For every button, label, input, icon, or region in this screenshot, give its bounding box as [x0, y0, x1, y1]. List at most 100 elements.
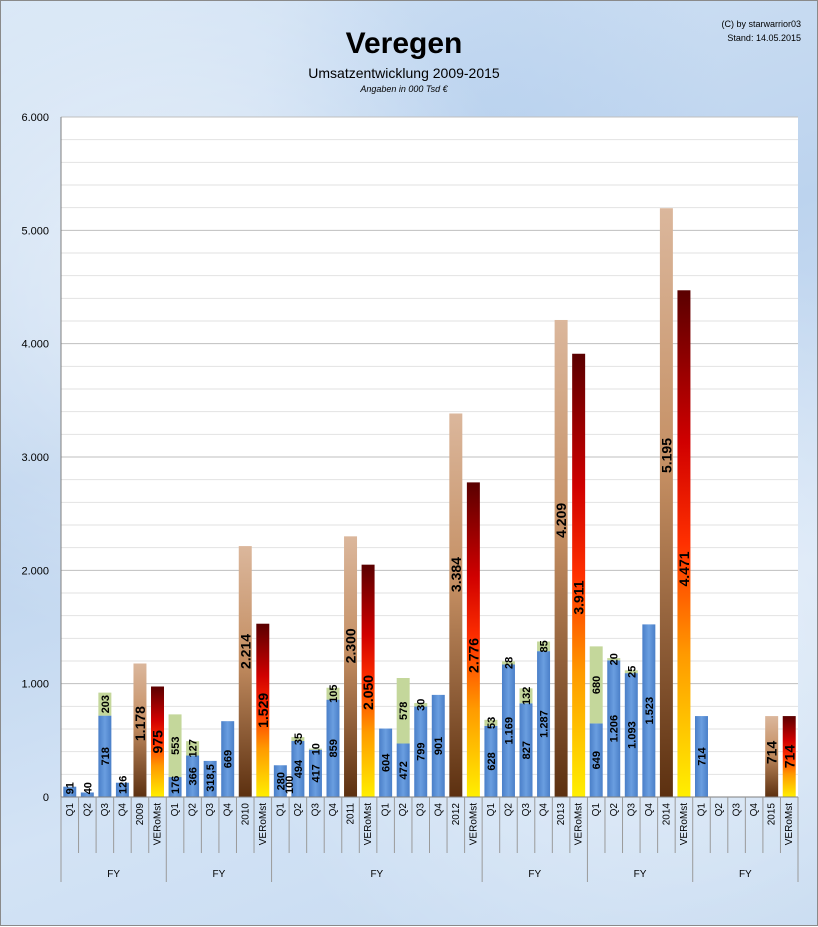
- data-label: 25: [626, 666, 638, 678]
- group-label: FY: [213, 869, 226, 880]
- bar-q: [63, 786, 77, 797]
- bar-q: [519, 703, 533, 797]
- bar-vero: [677, 290, 691, 797]
- x-tick-label: Q4: [433, 803, 444, 817]
- x-tick-label: Q1: [275, 803, 286, 817]
- bar-q: [186, 755, 200, 797]
- bar-q: [537, 651, 551, 797]
- bar-q: [624, 673, 638, 797]
- data-label: 105: [328, 685, 340, 703]
- data-label: 2.214: [237, 634, 253, 669]
- data-label: 100: [284, 776, 296, 794]
- data-label: 53: [486, 717, 498, 729]
- y-tick-label: 6.000: [21, 112, 49, 124]
- data-label: 472: [398, 761, 410, 779]
- bar-increment: [186, 741, 200, 756]
- x-tick-label: Q1: [170, 803, 181, 817]
- x-tick-label: Q3: [310, 803, 321, 817]
- data-label: 1.529: [255, 693, 271, 728]
- y-tick-label: 2.000: [21, 565, 49, 577]
- bar-increment: [326, 687, 340, 700]
- x-tick-label: Q3: [732, 803, 743, 817]
- bar-q: [221, 721, 235, 797]
- x-tick-label: Q3: [205, 803, 216, 817]
- x-tick-label: Q3: [100, 803, 111, 817]
- bar-fy: [133, 663, 147, 797]
- data-label: 417: [310, 764, 322, 782]
- unit-note: Angaben in 000 Tsd €: [359, 84, 448, 94]
- y-tick-label: 5.000: [21, 225, 49, 237]
- data-label: 553: [170, 737, 182, 755]
- x-tick-label: VERoMst: [468, 803, 479, 845]
- bar-q: [308, 749, 322, 797]
- x-tick-label: Q4: [749, 803, 760, 817]
- data-label: 494: [293, 759, 305, 778]
- x-tick-label: VERoMst: [258, 803, 269, 845]
- data-label: 3.911: [571, 580, 587, 614]
- bar-q: [607, 660, 621, 797]
- x-tick-label: 2014: [661, 803, 672, 826]
- data-label: 318,5: [205, 764, 217, 792]
- bar-fy: [344, 536, 358, 797]
- x-tick-label: Q4: [223, 803, 234, 817]
- bar-vero: [572, 353, 586, 797]
- bar-increment: [98, 692, 112, 716]
- data-label: 30: [416, 699, 428, 711]
- data-label: 859: [328, 739, 340, 757]
- data-label: 126: [117, 776, 129, 794]
- bar-fy: [554, 319, 568, 797]
- data-label: 1.287: [539, 710, 551, 738]
- x-tick-label: Q4: [117, 803, 128, 817]
- x-tick-label: Q3: [416, 803, 427, 817]
- group-label: FY: [634, 869, 647, 880]
- data-label: 714: [764, 741, 780, 765]
- bar-q: [642, 624, 656, 797]
- bar-increment: [519, 688, 533, 704]
- data-label: 4.471: [676, 551, 692, 586]
- chart-subtitle: Umsatzentwicklung 2009-2015: [308, 65, 500, 81]
- bar-vero: [151, 686, 165, 797]
- credit-text: (C) by starwarrior03: [721, 19, 801, 29]
- data-label: 132: [521, 687, 533, 705]
- data-label: 714: [696, 746, 708, 765]
- axes: 0 1.000 2.000 3.000 4.000 5.000 6.000 Q1 Q2 Q3 Q4 2…: [21, 112, 799, 882]
- bar-increment: [537, 641, 551, 652]
- bar-increment: [308, 748, 322, 750]
- y-tick-label: 4.000: [21, 339, 49, 351]
- gridlines: [61, 116, 798, 775]
- bar-q: [115, 782, 129, 797]
- data-label: 2.050: [360, 675, 376, 710]
- bar-q: [379, 728, 393, 797]
- group-label: FY: [528, 869, 541, 880]
- x-tick-label: Q2: [609, 803, 620, 817]
- y-tick-label: 3.000: [21, 452, 49, 464]
- x-tick-label: Q1: [696, 803, 707, 817]
- data-label: 4.209: [553, 503, 569, 538]
- x-tick-label: Q4: [328, 803, 339, 817]
- bar-increment: [291, 737, 305, 742]
- bar-vero: [361, 564, 375, 797]
- bar-increment: [396, 678, 410, 744]
- x-tick-label: Q2: [714, 803, 725, 817]
- data-label: 5.195: [658, 438, 674, 473]
- bar-increment: [501, 661, 515, 665]
- bar-vero: [466, 482, 480, 797]
- bar-q: [203, 760, 217, 797]
- data-label: 203: [100, 695, 112, 713]
- data-label: 2.300: [343, 628, 359, 663]
- data-label: 1.523: [644, 697, 656, 725]
- x-tick-label: Q2: [398, 803, 409, 817]
- x-tick-label: Q4: [539, 803, 550, 817]
- bar-increment: [607, 658, 621, 661]
- bar-increment: [414, 703, 428, 707]
- bar-q: [484, 725, 498, 797]
- bar-q: [80, 792, 94, 797]
- data-label: 1.206: [609, 715, 621, 743]
- group-label: FY: [739, 869, 752, 880]
- y-tick-label: 0: [43, 792, 49, 804]
- data-label: 578: [398, 702, 410, 720]
- x-tick-label: Q1: [381, 803, 392, 817]
- x-tick-label: 2012: [451, 803, 462, 826]
